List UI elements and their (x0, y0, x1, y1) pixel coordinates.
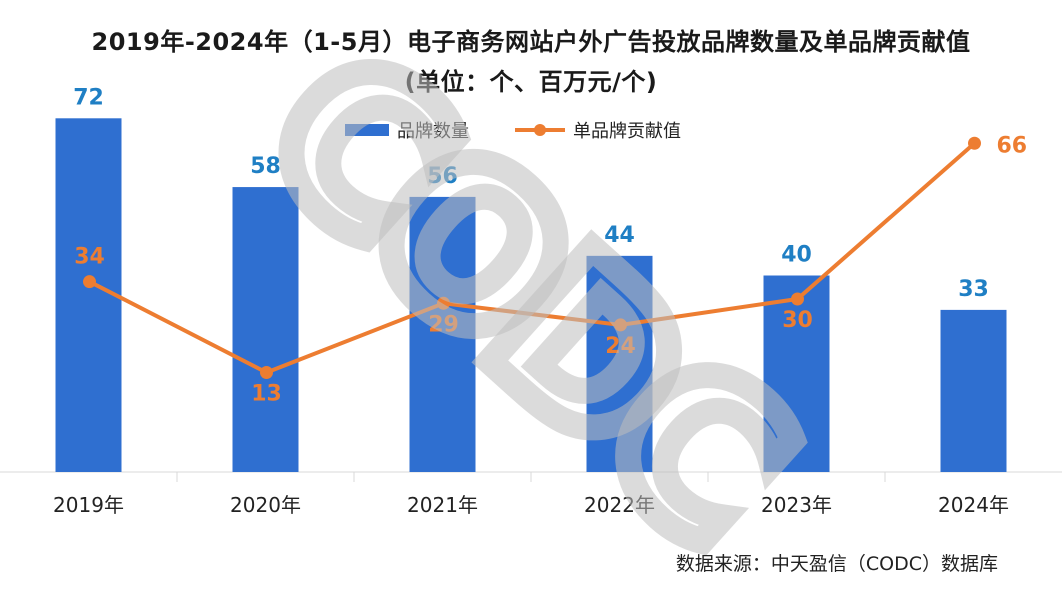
x-tick-label: 2021年 (407, 493, 478, 517)
x-tick-label: 2022年 (584, 493, 655, 517)
x-tick-label: 2024年 (938, 493, 1009, 517)
line-point (791, 292, 804, 306)
line-point (437, 296, 450, 310)
legend-item-line: 单品牌贡献值 (515, 117, 681, 143)
bar-data-label: 44 (604, 223, 635, 248)
line-data-label: 34 (74, 245, 105, 270)
line-point (83, 275, 96, 289)
legend: 品牌数量 单品牌贡献值 (345, 117, 727, 143)
bar-data-label: 72 (73, 85, 104, 110)
chart-subtitle: (单位：个、百万元/个) (404, 68, 658, 96)
line-point (968, 136, 981, 150)
bar (763, 275, 830, 472)
legend-swatch-bar (345, 124, 389, 136)
line-series (88, 141, 976, 375)
line-point (614, 318, 627, 332)
line-data-label: 30 (782, 308, 813, 333)
bar (940, 309, 1007, 472)
line-data-label: 24 (605, 334, 636, 359)
bar-data-label: 40 (781, 243, 812, 268)
line-data-label: 66 (997, 133, 1028, 158)
bar-data-label: 33 (958, 277, 989, 302)
line-data-label: 29 (428, 312, 459, 337)
legend-label-bar: 品牌数量 (397, 121, 469, 142)
bar-data-label: 58 (250, 154, 281, 179)
chart-title: 2019年-2024年（1-5月）电子商务网站户外广告投放品牌数量及单品牌贡献值 (91, 28, 971, 56)
bar (409, 196, 476, 472)
bar (586, 255, 653, 472)
legend-label-line: 单品牌贡献值 (573, 121, 681, 142)
x-tick-label: 2023年 (761, 493, 832, 517)
legend-swatch-line (515, 124, 565, 136)
bar (232, 187, 299, 472)
line-data-label: 13 (251, 382, 282, 407)
x-tick-label: 2019年 (53, 493, 124, 517)
x-tick-label: 2020年 (230, 493, 301, 517)
source-note: 数据来源：中天盈信（CODC）数据库 (675, 553, 998, 575)
legend-item-bar: 品牌数量 (345, 117, 469, 143)
bar-data-label: 56 (427, 164, 458, 189)
bar (55, 118, 122, 473)
line-point (260, 366, 273, 380)
